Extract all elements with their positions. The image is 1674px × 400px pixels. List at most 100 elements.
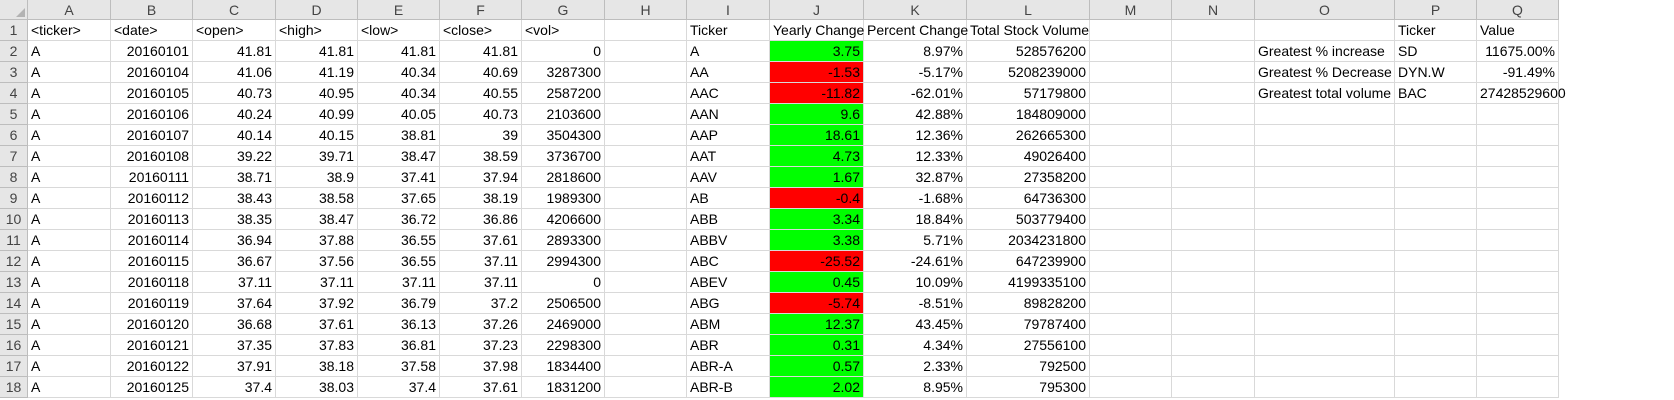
greatest-value-cell[interactable]: -91.49% — [1477, 62, 1559, 83]
cell[interactable] — [1172, 356, 1255, 377]
cell[interactable] — [1477, 230, 1559, 251]
summary-ticker-cell[interactable]: AAN — [687, 104, 770, 125]
cell[interactable] — [1090, 251, 1172, 272]
cell[interactable] — [1090, 356, 1172, 377]
column-header-q[interactable]: Q — [1477, 0, 1559, 20]
data-cell[interactable]: A — [28, 41, 111, 62]
data-cell[interactable]: 37.56 — [276, 251, 358, 272]
column-header-i[interactable]: I — [687, 0, 770, 20]
cell[interactable] — [1255, 125, 1395, 146]
cell[interactable] — [1395, 167, 1477, 188]
data-cell[interactable]: 41.81 — [358, 41, 440, 62]
yearly-change-cell[interactable]: 3.75 — [770, 41, 864, 62]
data-cell[interactable]: 2506500 — [522, 293, 605, 314]
data-cell[interactable]: 36.94 — [193, 230, 276, 251]
data-cell[interactable]: 36.72 — [358, 209, 440, 230]
data-cell[interactable]: 37.26 — [440, 314, 522, 335]
cell[interactable] — [1090, 167, 1172, 188]
data-cell[interactable]: 36.68 — [193, 314, 276, 335]
data-cell[interactable]: 40.95 — [276, 83, 358, 104]
yearly-change-cell[interactable]: 4.73 — [770, 146, 864, 167]
data-cell[interactable]: 41.81 — [440, 41, 522, 62]
data-cell[interactable]: A — [28, 272, 111, 293]
data-cell[interactable]: 40.24 — [193, 104, 276, 125]
data-cell[interactable]: A — [28, 188, 111, 209]
row-header-17[interactable]: 17 — [0, 356, 28, 377]
header-cell-k[interactable]: Percent Change — [864, 20, 968, 41]
cell[interactable] — [1090, 377, 1172, 398]
data-cell[interactable]: A — [28, 314, 111, 335]
data-cell[interactable]: 37.91 — [193, 356, 276, 377]
summary-ticker-cell[interactable]: ABB — [687, 209, 770, 230]
cell[interactable] — [1090, 272, 1172, 293]
data-cell[interactable]: A — [28, 335, 111, 356]
cell[interactable] — [1255, 272, 1395, 293]
data-cell[interactable]: 36.13 — [358, 314, 440, 335]
data-cell[interactable]: 41.06 — [193, 62, 276, 83]
percent-change-cell[interactable]: 42.88% — [864, 104, 967, 125]
column-header-j[interactable]: J — [770, 0, 864, 20]
data-cell[interactable]: 41.19 — [276, 62, 358, 83]
data-cell[interactable]: 36.79 — [358, 293, 440, 314]
column-header-n[interactable]: N — [1172, 0, 1255, 20]
cell[interactable] — [1090, 125, 1172, 146]
cell[interactable] — [1090, 62, 1172, 83]
percent-change-cell[interactable]: 2.33% — [864, 356, 967, 377]
cell[interactable] — [1395, 209, 1477, 230]
column-header-m[interactable]: M — [1090, 0, 1172, 20]
header-cell-q[interactable]: Value — [1477, 20, 1559, 41]
data-cell[interactable]: 38.9 — [276, 167, 358, 188]
greatest-label-cell[interactable]: Greatest % Decrease — [1255, 62, 1395, 83]
cell[interactable] — [1395, 104, 1477, 125]
summary-ticker-cell[interactable]: ABBV — [687, 230, 770, 251]
total-volume-cell[interactable]: 792500 — [967, 356, 1090, 377]
cell[interactable] — [1395, 335, 1477, 356]
data-cell[interactable]: 41.81 — [276, 41, 358, 62]
header-cell-j[interactable]: Yearly Change — [770, 20, 864, 41]
cell[interactable] — [605, 62, 687, 83]
cell[interactable] — [1255, 377, 1395, 398]
cell[interactable] — [1395, 125, 1477, 146]
data-cell[interactable]: 36.81 — [358, 335, 440, 356]
total-volume-cell[interactable]: 64736300 — [967, 188, 1090, 209]
percent-change-cell[interactable]: -8.51% — [864, 293, 967, 314]
data-cell[interactable]: 38.81 — [358, 125, 440, 146]
cell[interactable] — [1477, 272, 1559, 293]
data-cell[interactable]: 20160106 — [111, 104, 193, 125]
data-cell[interactable]: 20160118 — [111, 272, 193, 293]
data-cell[interactable]: 37.11 — [193, 272, 276, 293]
column-header-o[interactable]: O — [1255, 0, 1395, 20]
cell[interactable] — [1477, 125, 1559, 146]
data-cell[interactable]: 37.88 — [276, 230, 358, 251]
total-volume-cell[interactable]: 57179800 — [967, 83, 1090, 104]
data-cell[interactable]: 38.19 — [440, 188, 522, 209]
data-cell[interactable]: 40.73 — [440, 104, 522, 125]
summary-ticker-cell[interactable]: AA — [687, 62, 770, 83]
data-cell[interactable]: 20160121 — [111, 335, 193, 356]
header-cell-l[interactable]: Total Stock Volume — [967, 20, 1090, 41]
column-header-e[interactable]: E — [358, 0, 440, 20]
data-cell[interactable]: A — [28, 83, 111, 104]
data-cell[interactable]: 1989300 — [522, 188, 605, 209]
data-cell[interactable]: 2298300 — [522, 335, 605, 356]
cell[interactable] — [1172, 125, 1255, 146]
cell[interactable] — [605, 356, 687, 377]
percent-change-cell[interactable]: 8.97% — [864, 41, 967, 62]
header-cell-a[interactable]: <ticker> — [28, 20, 111, 41]
yearly-change-cell[interactable]: -25.52 — [770, 251, 864, 272]
cell[interactable] — [605, 230, 687, 251]
cell[interactable] — [1477, 356, 1559, 377]
column-header-k[interactable]: K — [864, 0, 967, 20]
cell[interactable] — [1172, 104, 1255, 125]
header-cell-d[interactable]: <high> — [276, 20, 358, 41]
data-cell[interactable]: 40.15 — [276, 125, 358, 146]
data-cell[interactable]: 38.58 — [276, 188, 358, 209]
greatest-value-cell[interactable]: 11675.00% — [1477, 41, 1559, 62]
data-cell[interactable]: A — [28, 293, 111, 314]
data-cell[interactable]: 37.61 — [440, 377, 522, 398]
row-header-14[interactable]: 14 — [0, 293, 28, 314]
row-header-5[interactable]: 5 — [0, 104, 28, 125]
row-header-16[interactable]: 16 — [0, 335, 28, 356]
cell[interactable] — [1172, 293, 1255, 314]
data-cell[interactable]: 38.59 — [440, 146, 522, 167]
